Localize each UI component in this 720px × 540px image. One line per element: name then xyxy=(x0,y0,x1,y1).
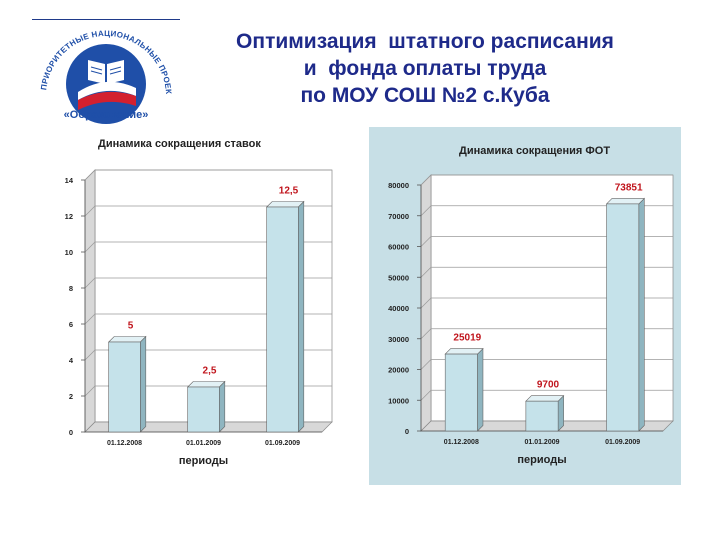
bar-top xyxy=(444,348,484,355)
data-label: 2,5 xyxy=(203,366,217,377)
data-label: 5 xyxy=(128,321,134,332)
chart-side-wall xyxy=(84,169,96,433)
bar xyxy=(187,386,220,433)
bar-side xyxy=(477,347,484,432)
bar-side xyxy=(140,335,147,433)
logo-flag-red xyxy=(78,91,136,110)
y-tick-label: 30000 xyxy=(388,335,409,344)
bar xyxy=(108,341,141,433)
y-tick-label: 2 xyxy=(69,392,73,401)
bar-top xyxy=(186,381,226,388)
title-line-2: и фонда оплаты труда xyxy=(303,57,547,80)
bar-top xyxy=(107,336,147,343)
chart-title: Динамика сокращения ФОТ xyxy=(459,145,610,157)
x-tick-label: 01.01.2009 xyxy=(524,439,559,446)
data-label: 12,5 xyxy=(279,186,299,197)
y-tick-label: 10 xyxy=(65,248,73,257)
chart-payroll-reduction: Динамика сокращения ФОТ 0 10000 20000 30000 4… xyxy=(388,145,674,466)
gridline xyxy=(420,389,673,401)
bar xyxy=(444,353,478,432)
gridline xyxy=(420,328,673,339)
gridline xyxy=(420,236,673,247)
x-tick-label: 01.01.2009 xyxy=(186,440,221,447)
chart-staff-reduction: Динамика сокращения ставок 0 2 4 6 8 10 12 14 5 01… xyxy=(65,138,333,467)
bar-top xyxy=(265,201,305,208)
data-label: 73851 xyxy=(615,182,643,193)
y-tick-label: 50000 xyxy=(388,273,409,282)
page-title: Оптимизация штатного расписания и фонда … xyxy=(200,28,650,109)
gridline xyxy=(420,297,673,309)
y-tick-label: 0 xyxy=(69,428,73,437)
bar xyxy=(606,203,640,432)
logo-flag-white xyxy=(78,81,136,100)
data-label: 9700 xyxy=(537,380,560,391)
header-rule xyxy=(32,19,180,20)
y-tick-label: 14 xyxy=(65,176,74,185)
gridline xyxy=(420,359,673,370)
bar-top xyxy=(605,198,646,205)
gridline xyxy=(420,174,673,186)
y-tick-label: 4 xyxy=(69,356,74,365)
data-label: 25019 xyxy=(453,333,481,344)
bar-top xyxy=(525,395,565,402)
bar-side xyxy=(297,200,305,433)
x-tick-label: 01.09.2009 xyxy=(265,440,300,447)
gridline xyxy=(84,277,332,289)
gridline xyxy=(84,241,332,253)
y-tick-label: 80000 xyxy=(388,181,409,190)
gridline xyxy=(84,169,332,181)
title-line-1: Оптимизация штатного расписания xyxy=(236,30,614,53)
book-icon xyxy=(88,60,124,84)
y-tick-label: 0 xyxy=(405,427,409,436)
gridline xyxy=(84,205,332,217)
y-tick-label: 10000 xyxy=(388,396,409,405)
gridline xyxy=(420,266,673,278)
bar xyxy=(266,206,299,433)
y-tick-label: 40000 xyxy=(388,304,409,313)
y-tick-label: 60000 xyxy=(388,243,409,252)
gridline xyxy=(84,313,332,325)
y-tick-label: 12 xyxy=(65,212,73,221)
chart-title: Динамика сокращения ставок xyxy=(98,138,261,150)
y-tick-label: 8 xyxy=(69,284,73,293)
x-axis-label: периоды xyxy=(179,455,228,467)
y-tick-label: 20000 xyxy=(388,366,409,375)
title-line-3: по МОУ СОШ №2 с.Куба xyxy=(300,84,550,107)
x-axis-label: периоды xyxy=(517,454,566,466)
logo-caption: «Образование» xyxy=(64,109,149,121)
y-tick-label: 6 xyxy=(69,320,73,329)
gridline xyxy=(84,349,332,361)
gridline xyxy=(420,205,673,216)
bar-side xyxy=(219,380,226,433)
x-tick-label: 01.12.2008 xyxy=(444,439,479,446)
logo: ПРИОРИТЕТНЫЕ НАЦИОНАЛЬНЫЕ ПРОЕКТЫ «Образ… xyxy=(24,7,183,126)
x-tick-label: 01.12.2008 xyxy=(107,440,142,447)
bar xyxy=(525,400,559,432)
x-tick-label: 01.09.2009 xyxy=(605,439,640,446)
bar-side xyxy=(557,394,564,432)
y-tick-label: 70000 xyxy=(388,212,409,221)
gridline xyxy=(84,385,332,397)
bar-side xyxy=(638,197,645,432)
